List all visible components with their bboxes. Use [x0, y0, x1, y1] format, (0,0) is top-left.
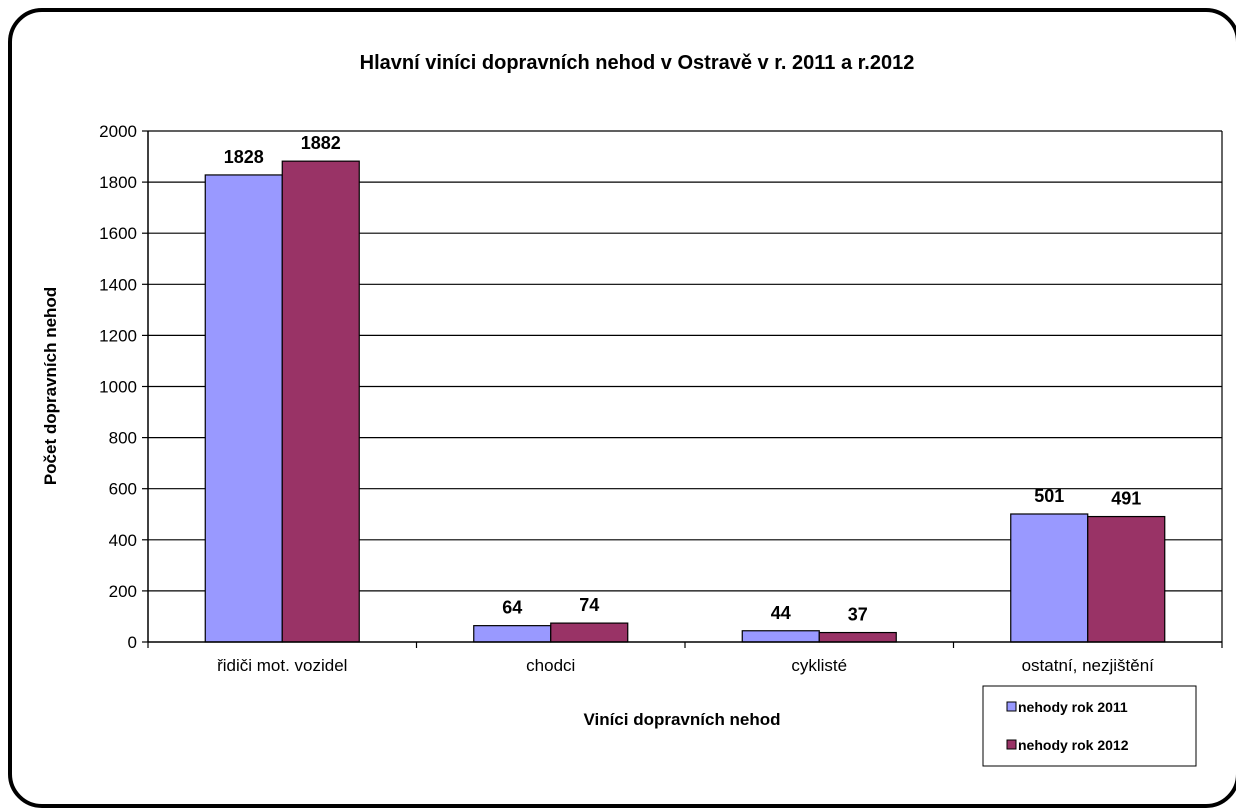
- data-label: 1828: [224, 147, 264, 167]
- bars: [204, 160, 1166, 643]
- y-tick-label: 1400: [99, 275, 137, 294]
- legend-label-2012: nehody rok 2012: [1018, 737, 1129, 753]
- data-labels: 1828 1882 64 74 44 37 501 491: [224, 133, 1142, 624]
- y-tick-label: 2000: [99, 122, 137, 141]
- axes: [142, 130, 1223, 648]
- x-tick-label: cyklisté: [791, 656, 847, 675]
- y-tick-label: 0: [128, 633, 137, 652]
- y-tick-label: 600: [109, 480, 137, 499]
- legend: nehody rok 2011 nehody rok 2012: [982, 685, 1197, 767]
- data-label: 44: [771, 603, 791, 623]
- data-label: 491: [1111, 489, 1141, 509]
- y-tick-label: 200: [109, 582, 137, 601]
- y-tick-labels: 0 200 400 600 800 1000 1200 1400 1600 1800 2000: [99, 122, 137, 652]
- y-tick-label: 1800: [99, 173, 137, 192]
- y-tick-label: 800: [109, 429, 137, 448]
- y-tick-label: 1000: [99, 378, 137, 397]
- legend-swatch-2012: [1006, 739, 1017, 750]
- bar-nehody-rok-2012-1: [550, 622, 629, 643]
- bar-nehody-rok-2011-0: [204, 174, 283, 643]
- y-axis-title: Počet dopravních nehod: [41, 287, 60, 485]
- y-tick-label: 400: [109, 531, 137, 550]
- bar-nehody-rok-2011-1: [473, 625, 552, 643]
- bar-nehody-rok-2012-3: [1087, 515, 1166, 643]
- y-tick-label: 1600: [99, 224, 137, 243]
- legend-label-2011: nehody rok 2011: [1018, 699, 1128, 715]
- data-label: 37: [848, 605, 868, 625]
- bar-nehody-rok-2011-2: [741, 630, 820, 643]
- bar-nehody-rok-2011-3: [1010, 513, 1089, 643]
- x-tick-label: chodci: [526, 656, 575, 675]
- bar-chart: Hlavní viníci dopravních nehod v Ostravě…: [41, 52, 1223, 767]
- x-tick-labels: řidiči mot. vozidel chodci cyklisté ostatní…: [217, 656, 1154, 675]
- legend-box: [982, 685, 1197, 767]
- y-tick-label: 1200: [99, 326, 137, 345]
- x-tick-label: řidiči mot. vozidel: [217, 656, 347, 675]
- data-label: 74: [579, 595, 599, 615]
- data-label: 64: [502, 598, 522, 618]
- legend-swatch-2011: [1006, 701, 1017, 712]
- chart-title: Hlavní viníci dopravních nehod v Ostravě…: [360, 52, 915, 74]
- x-tick-label: ostatní, nezjištění: [1022, 656, 1155, 675]
- x-axis-title: Viníci dopravních nehod: [583, 710, 780, 729]
- bar-nehody-rok-2012-0: [281, 160, 360, 643]
- data-label: 501: [1034, 486, 1064, 506]
- bar-nehody-rok-2012-2: [818, 631, 897, 643]
- data-label: 1882: [301, 133, 341, 153]
